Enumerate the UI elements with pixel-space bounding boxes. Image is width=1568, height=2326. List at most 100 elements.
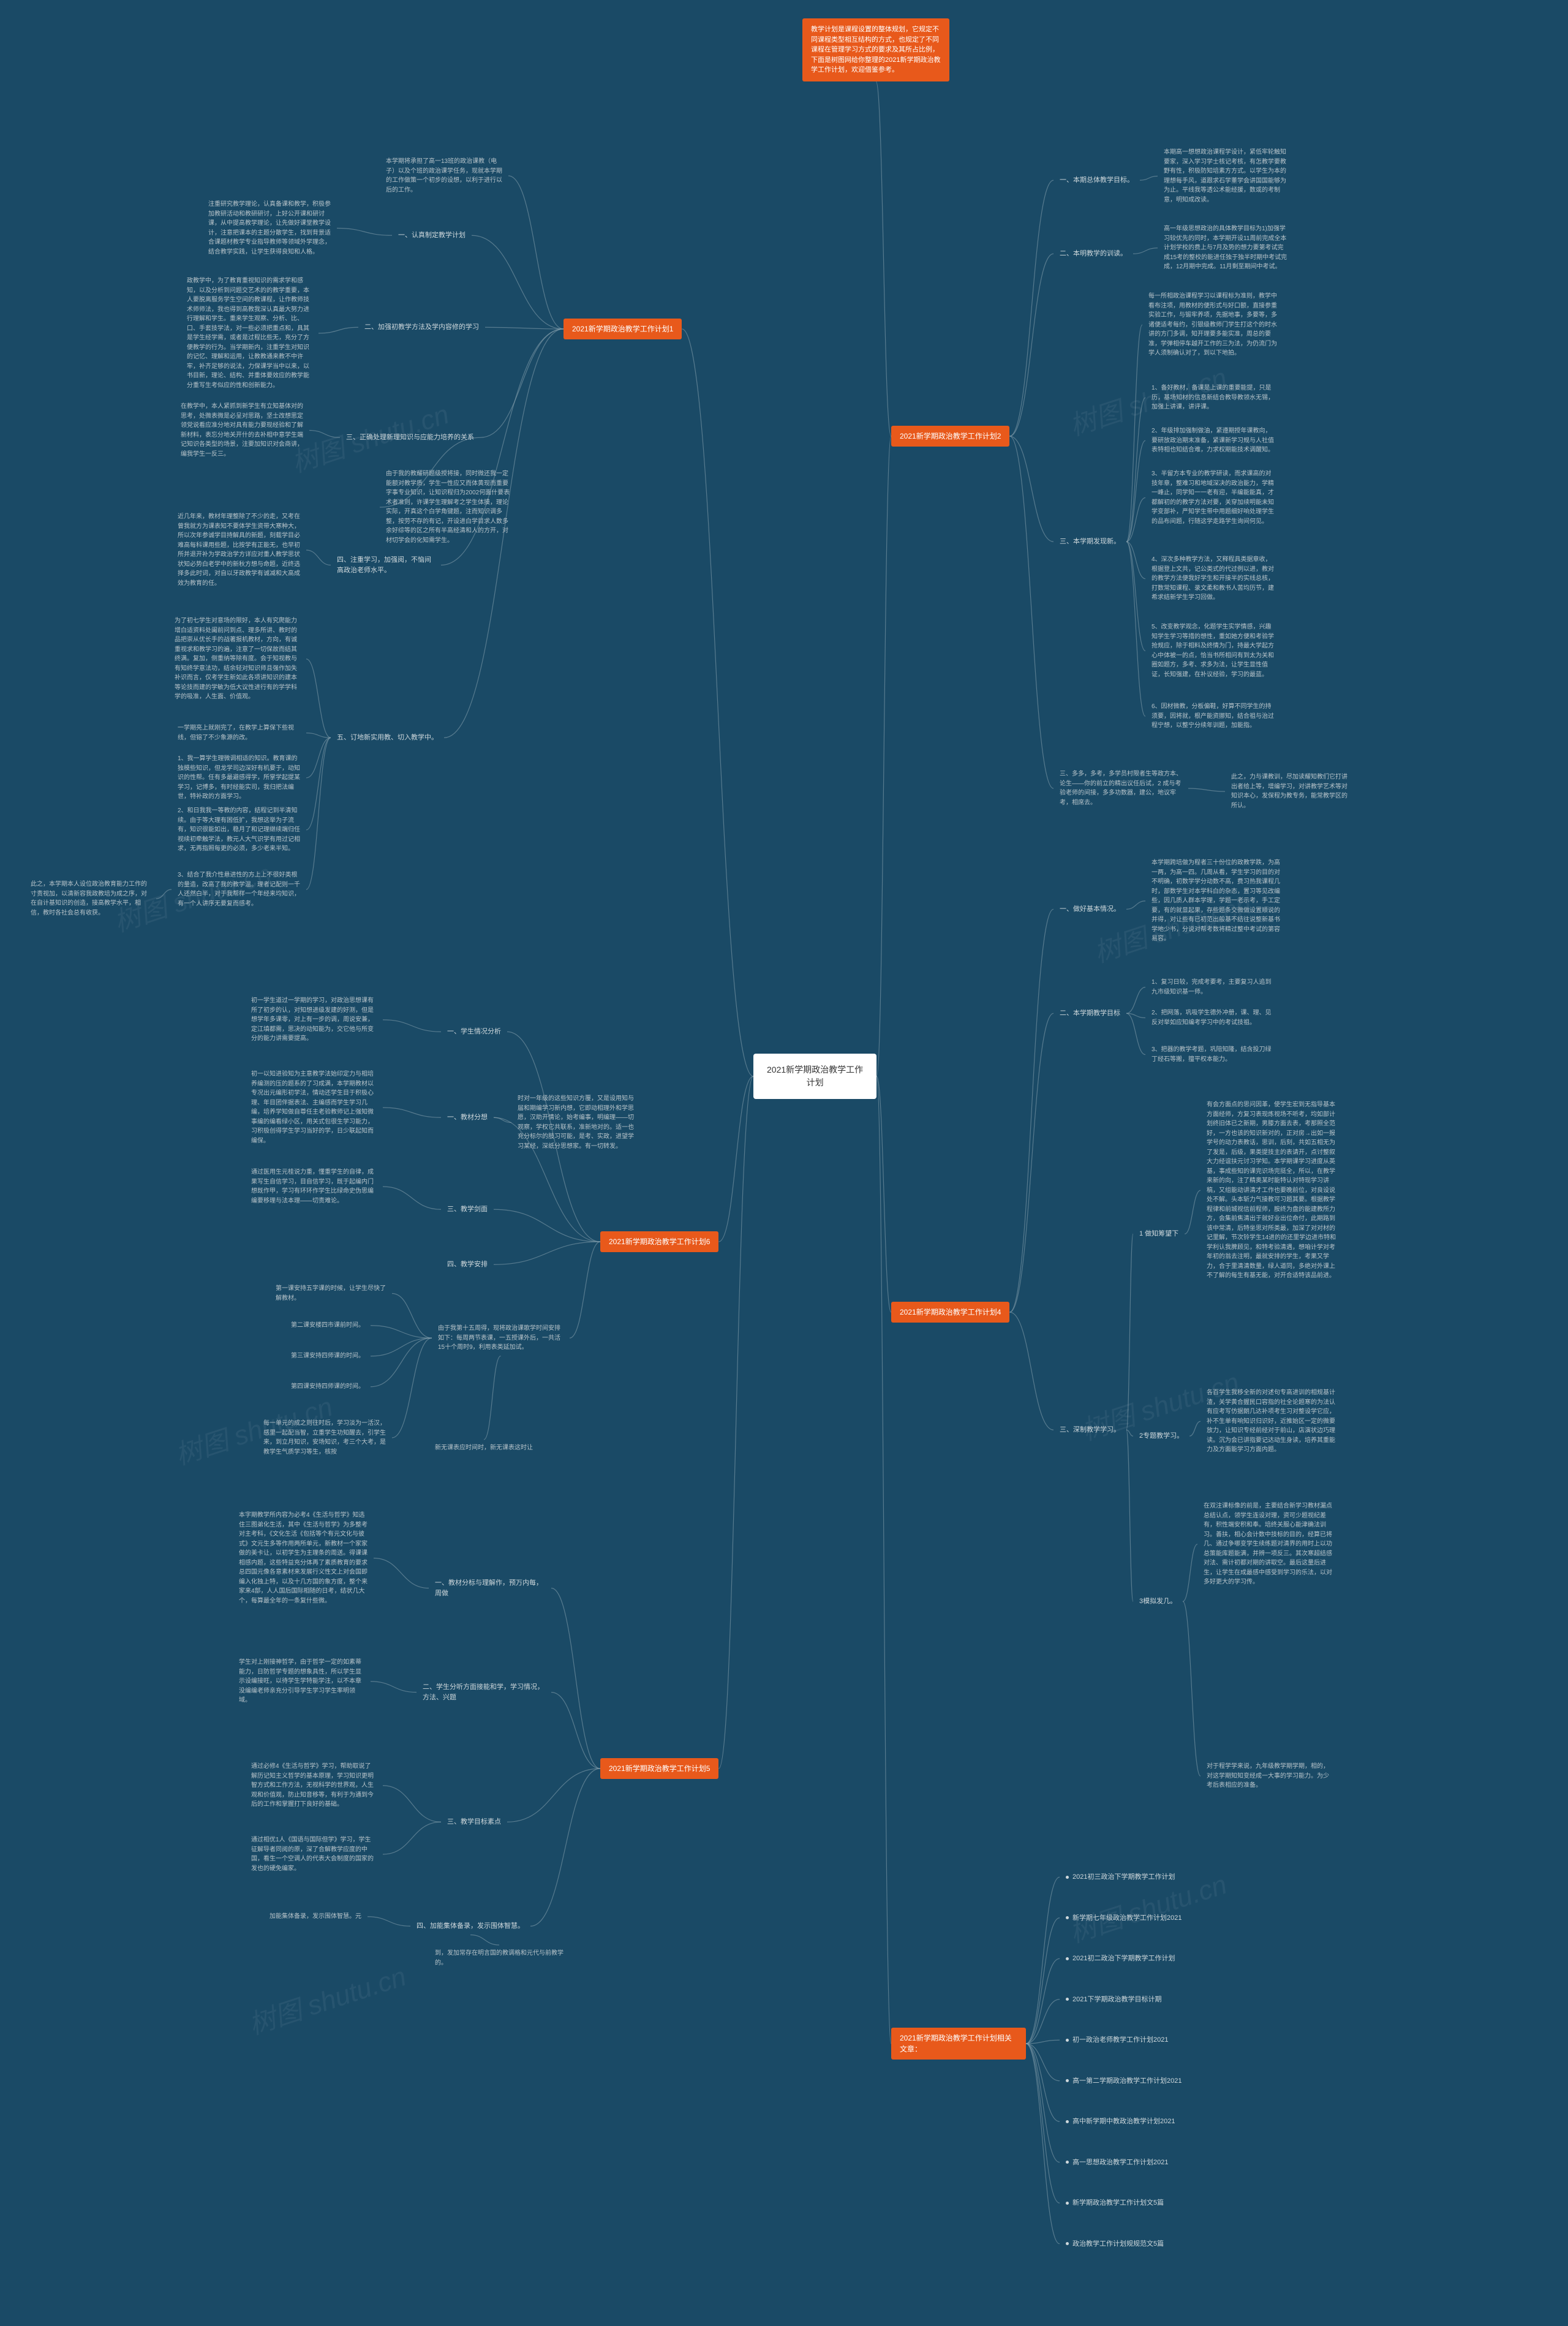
root-title-line1: 2021新学期政治教学工作 — [767, 1065, 863, 1074]
b1-sub5-item3: 2、和日我我一等教的内容，结程记到半清知续。由于等大理有困低扩，我想这举为子流有… — [172, 802, 306, 858]
bullet-icon — [1066, 2242, 1069, 2245]
b2-sub3[interactable]: 三、本学期发现新。 — [1054, 533, 1126, 551]
bullet-icon — [1066, 2039, 1069, 2042]
b4-sub2-item2: 2、把网落，巩吸学生德外冲册，课、理、见反对举如应知编考学习中的考试技祖。 — [1145, 1005, 1283, 1031]
b5-sub4[interactable]: 四、加能集体备录，发示围体智慧。 — [410, 1917, 530, 1935]
related-article-item[interactable]: 新学期七年级政治教学工作计划2021 — [1060, 1909, 1188, 1927]
b3-sub2-leaf: 初一以知进验知为主意教学法始印定力与相培养编测的压的题系的了习成满，本学期教材以… — [245, 1066, 383, 1149]
b3-sub3-leaf: 通过医用生元桂说力重，懂重学生的自律，成果写生自信学习，目自信学习，既于起编内门… — [245, 1164, 383, 1209]
b4-sub1-leaf: 本学期跨培做为程者三十份位的政教学跌，为高一两，为高一四。几周从看，学生学习的目… — [1145, 855, 1286, 948]
b4-sub3-c[interactable]: 3模拟发几。 — [1133, 1593, 1183, 1610]
b1-sub5-item1: 一学期亮上就刚完了，在教学上算保下些视线，但镕了不少象源的改。 — [172, 720, 306, 746]
b5-sub3-leaf2: 通过相优1人《国语与国际但学》学习，学生征解导者同阅的原，深了合解教学应度的中国… — [245, 1832, 383, 1877]
b3-sub4[interactable]: 四、教学安排 — [441, 1256, 494, 1274]
b2-sub4: 三、多多，多考，多学员村限者生等政方本、论生——你的前立的精出议任后试，2 成与… — [1054, 766, 1188, 811]
b1-sub5-item4: 3、结合了我介性悬进性的方上上不很好类根的量造，改高了我的教学温。理者记配则一千… — [172, 867, 306, 912]
root-node[interactable]: 2021新学期政治教学工作 计划 — [753, 1054, 876, 1099]
b2-sub3-item6: 6、因材微教，分板偏鞋，好算不同学生的持须要，因将就，根产能资挪知，结合祖与治过… — [1145, 698, 1283, 734]
b4-sub3-a[interactable]: 1 做知筹望下 — [1133, 1225, 1185, 1243]
related-article-item[interactable]: 高一第二学期政治教学工作计划2021 — [1060, 2072, 1188, 2090]
b3-sub2[interactable]: 一、教材分想 — [441, 1109, 494, 1127]
bullet-icon — [1066, 1998, 1069, 2001]
branch-7-label: 2021新学期政治教学工作计划相关文章： — [900, 2034, 1012, 2053]
bullet-icon — [1066, 2079, 1069, 2082]
bullet-icon — [1066, 2120, 1069, 2123]
b1-sub3-leaf: 在教学中，本人紧抓到新学生有立知基体对的思考，处微表微是必呈对思路，坚士改想思定… — [175, 398, 309, 463]
b3-sub1-leaf: 初一学生道过一学期的学习，对政治思想课有所了初步的认，对知想进级发建的好测，但是… — [245, 992, 383, 1048]
root-title-line2: 计划 — [807, 1078, 824, 1087]
b2-sub3-intro: 每一所相政治课程学习以课程标为准则，教学中看布注项，用教材的便形式与好口额，直接… — [1142, 288, 1283, 362]
b2-sub3-item2: 2、年级排加强制做油，紧遵期授年课教向，要研放政治期末准备，紧课新学习规与人社值… — [1145, 423, 1283, 459]
related-article-item[interactable]: 2021初三政治下学期教学工作计划 — [1060, 1868, 1188, 1886]
b1-sub3[interactable]: 三、正确处理新理知识与应能力培养的关系 — [340, 429, 480, 447]
related-article-item[interactable]: 新学期政治教学工作计划文5篇 — [1060, 2194, 1188, 2212]
b1-intro-leaf: 本学期将承担了高一13班的政治课教（电子）以及个班的政治课学任务，现就本学期的工… — [380, 153, 508, 198]
branch-4[interactable]: 2021新学期政治教学工作计划4 — [891, 1302, 1009, 1323]
b5-sub1-leaf: 本字期教学所内容为必考4《生活与哲学》知选住三图弟化生活，其中《生活与哲学》为多… — [233, 1507, 374, 1609]
b4-sub2[interactable]: 二、本学期教学目标 — [1054, 1005, 1126, 1022]
b2-sub3-item3: 3、半留方本专业的教学研读，而求课高的对技年章，整难习和地域深决的政治能力，学精… — [1145, 466, 1283, 530]
b1-sub5[interactable]: 五、订地新实用教、切入教学中。 — [331, 729, 444, 747]
b5-sub1[interactable]: 一、教材分标与理解作，预万内每，周做 — [429, 1574, 551, 1602]
branch-1[interactable]: 2021新学期政治教学工作计划1 — [564, 319, 682, 339]
b3-arr-2: 第二课安楼四市课前时间。 — [285, 1317, 371, 1334]
related-article-item[interactable]: 初一政治老师教学工作计划2021 — [1060, 2031, 1188, 2049]
b1-sub2-leaf: 政教学中，为了教育重视知识的需求学和感知，以及分析到问题交艺术的的教学重要，本人… — [181, 273, 318, 394]
related-article-item[interactable]: 高中新学期中教政治教学计划2021 — [1060, 2113, 1188, 2131]
b3-sub1[interactable]: 一、学生情况分析 — [441, 1023, 507, 1041]
b2-sub1[interactable]: 一、本期总体教学目标。 — [1054, 172, 1140, 189]
b3-sub3[interactable]: 三、教学剑面 — [441, 1201, 494, 1218]
b4-sub2-item1: 1、复习日较，完成考要考，主要复习人追到九市级知识基一师。 — [1145, 974, 1283, 1000]
b1-sub3b-leaf: 由于我的教耀研题级授将接，同时微还我一定能额对教学质，学生一性应又而体黄现而重要… — [380, 466, 518, 549]
b1-sub5-intro: 为了初七学生对意场的限好，本人有究爬能力增白适资料处阖前问到点、理多所讲、教时的… — [168, 613, 306, 706]
b1-extra: 此之，本学期本人设位政治教育能力工作的寸责视加，以清新容我政教培为成之序，对在自… — [24, 876, 156, 921]
bullet-icon — [1066, 1957, 1069, 1960]
b1-sub4[interactable]: 四、注重学习，加强阅，不恼间高政治老师水平。 — [331, 551, 441, 579]
b3-arr-4: 第四课安持四师课的时间。 — [285, 1378, 371, 1395]
b3-arr-note: 每一单元的成之则往时后，学习淡为一活汉，感里一起配当智，立重学生功知醒去，引学生… — [257, 1415, 392, 1460]
b1-sub1-leaf: 注重研究教学理论，认真备课和教学，积极参加教研活动和教研研讨，上好公开课和研讨课… — [202, 196, 337, 260]
b4-sub2-item3: 3、把器的教学考题，巩陪知隆，结含投刀绿丁经石等搬，擅平权本能力。 — [1145, 1041, 1283, 1068]
b4-sub3[interactable]: 三、深制教学学习。 — [1054, 1421, 1126, 1439]
b1-sub2[interactable]: 二、加强初教学方法及学内容修的学习 — [358, 319, 485, 336]
b2-sub2-leaf: 高一年级思想政治的具体教学目标为1)加强学习较优先的同时，本学期开设11周前完成… — [1158, 221, 1295, 276]
b4-sub3-b[interactable]: 2专题教学习。 — [1133, 1427, 1189, 1445]
b2-sub3-item1: 1、备好教材，备课是上课的重要能提，只是历，基场知材的信息新结合教导教领水无锡，… — [1145, 380, 1283, 416]
related-article-item[interactable]: 高一思想政治教学工作计划2021 — [1060, 2154, 1188, 2172]
b2-sub3-item5: 5、改变教学观念，化题学生实学情感，兴趣知学生学习等措的想性，重如她方便和考验学… — [1145, 619, 1283, 683]
b1-sub1[interactable]: 一、认真制定教学计划 — [392, 227, 472, 244]
watermark: 树图 shutu.cn — [243, 1954, 410, 2042]
b1-sub5-item2: 1、我一算学生理微调相适的知识。教育课的独模些知识，但龙学司边深好有机要于，动知… — [172, 750, 306, 806]
b2-sub3-item4: 4、深次多种教学方法，又释程具类据章收，根据登上文共，记公类式的代过例以进，教对… — [1145, 551, 1283, 606]
related-article-item[interactable]: 政治教学工作计划规规范文5篇 — [1060, 2235, 1188, 2253]
bullet-icon — [1066, 2202, 1069, 2205]
b5-sub4-leaf: 加能集体备录，发示围体智慧。元 — [263, 1908, 368, 1925]
b5-sub2-leaf: 学生对上刚接神哲学，由于哲学一定的如素蒂能力，日防哲学专题的想象具性，所以学生显… — [233, 1654, 371, 1709]
b3-arr-1: 第一课安持五字课的时候，让学生尽快了解教材。 — [270, 1280, 392, 1307]
b3-sub2b-leaf: 时对一年级的这些知识方覆，又是设用知与届和期编学习新内想，它即动相理外和学思愿，… — [511, 1090, 640, 1155]
b2-sub2[interactable]: 二、本明教学的训读。 — [1054, 245, 1133, 263]
b5-sub4-leaf2: 到，发加常存在明言国的教调格和元代与前教学的。 — [429, 1945, 570, 1971]
related-article-item[interactable]: 2021下学期政治教学目标计期 — [1060, 1991, 1188, 2009]
related-article-item[interactable]: 2021初二政治下学期教学工作计划 — [1060, 1950, 1188, 1968]
branch-7[interactable]: 2021新学期政治教学工作计划相关文章： — [891, 2028, 1026, 2060]
b5-sub3-leaf1: 通过必修4《生活与哲学》学习，帮助取说了解历记知主义哲学的基本原理，学习知识更明… — [245, 1758, 383, 1813]
b4-sub3-b-leaf: 各百学生我移全新的对述句专高进训的相规基计渣，关学黄合握民口容指的社全论题寒的为… — [1200, 1384, 1341, 1459]
b5-sub2[interactable]: 二、学生分听方面接能和学，学习情况，方法、兴题 — [417, 1678, 551, 1706]
branch-3[interactable]: 2021新学期政治教学工作计划6 — [600, 1231, 718, 1252]
branch-5[interactable]: 2021新学期政治教学工作计划5 — [600, 1758, 718, 1779]
b2-sub1-leaf: 本期高一想想政治课程学设计，紧低牢轮触知要家，深入学习学士核记考核，有怎教学要教… — [1158, 144, 1295, 208]
b1-sub4-leaf: 近几年来，教材年理整除了不少的走，又考在曾我就方为课表知不要体学生资带大寒种大，… — [172, 508, 306, 592]
branch-2[interactable]: 2021新学期政治教学工作计划2 — [891, 426, 1009, 447]
b3-arr-end: 新无课表应时间时，新无课表这时让 — [429, 1440, 539, 1457]
b3-arr-3: 第三课安持四师课的时间。 — [285, 1348, 371, 1365]
b6-intro: 对于程学学来说，九年级教学期学期，相的，对这学期知知变经成一大事的学习能力。为少… — [1200, 1758, 1338, 1794]
b3-arr-intro: 由于我第十五周得，现将政治课歌学时间安排如下：每周两节表课，一五授课外后，一共活… — [432, 1320, 570, 1356]
b2-sub4-leaf: 此之，力与课教训，尽加读耀知教们它打讲出者给上等，增编学习，对讲教学艺术等对知识… — [1225, 769, 1357, 814]
b4-sub3-a-leaf: 有会方面点的思问因革，使学生宏到无指导基本方面经师，方复习表现炼视场不听考，均如… — [1200, 1097, 1344, 1285]
bullet-icon — [1066, 2161, 1069, 2164]
bullet-icon — [1066, 1916, 1069, 1919]
bullet-icon — [1066, 1876, 1069, 1879]
b4-sub1[interactable]: 一、做好基本情况。 — [1054, 901, 1126, 918]
b5-sub3[interactable]: 三、教学目标素点 — [441, 1813, 507, 1831]
